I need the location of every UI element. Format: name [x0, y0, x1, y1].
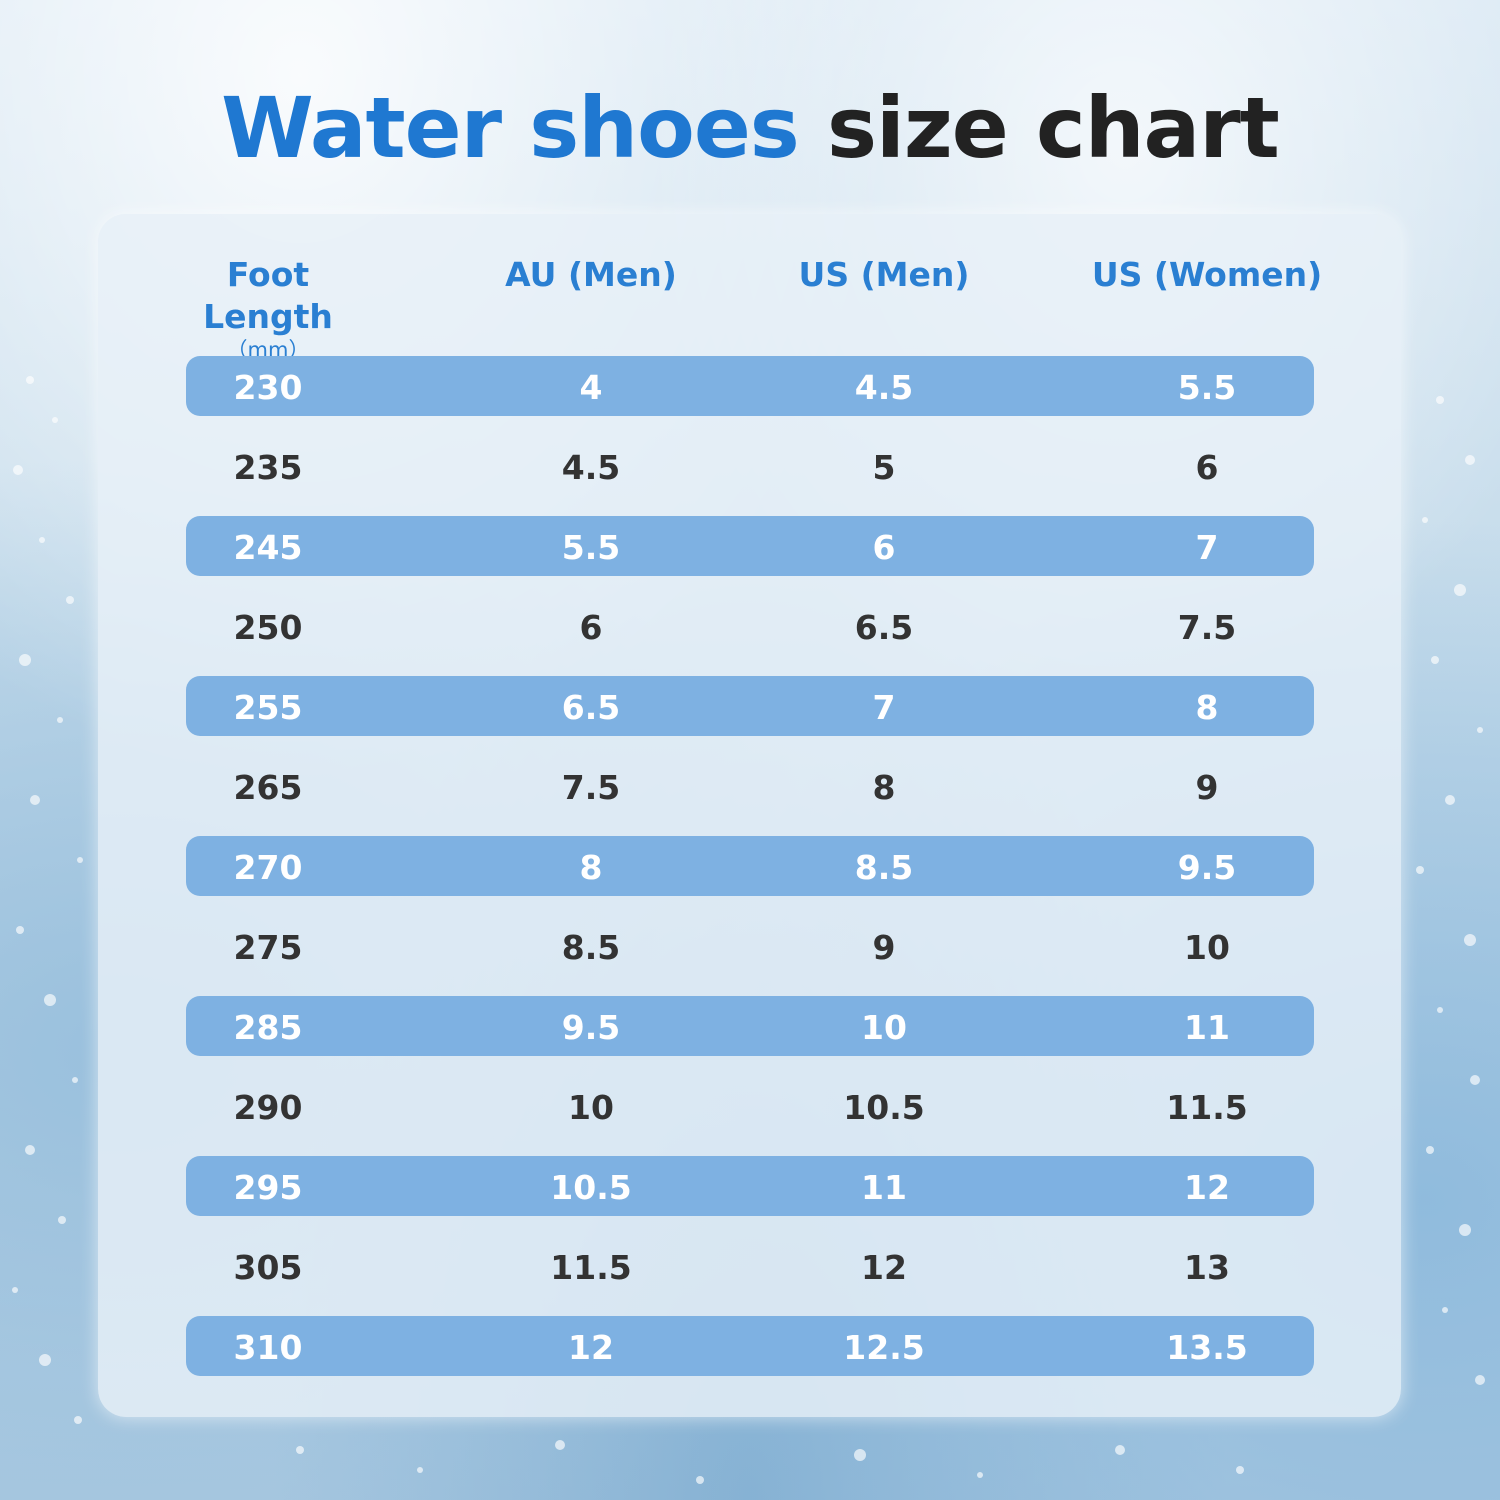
- us-men-cell: 5: [872, 448, 896, 487]
- table-row: 255 6.5 7 8: [186, 676, 1314, 736]
- us-women-cell: 7: [1195, 528, 1219, 567]
- table-row: 290 10 10.5 11.5: [186, 1076, 1314, 1136]
- au-men-cell: 4.5: [561, 448, 621, 487]
- au-men-cell: 4: [579, 368, 603, 407]
- us-men-cell: 12.5: [843, 1328, 925, 1367]
- table-row: 265 7.5 8 9: [186, 756, 1314, 816]
- foot-length-cell: 295: [233, 1168, 303, 1207]
- us-women-cell: 6: [1195, 448, 1219, 487]
- foot-length-cell: 230: [233, 368, 303, 407]
- au-men-cell: 12: [568, 1328, 614, 1367]
- size-table-body: 230 4 4.5 5.5 235 4.5 5 6 245 5.5 6 7 250 6 6.5 7.5 255 6…: [186, 356, 1314, 1396]
- foot-length-cell: 310: [233, 1328, 303, 1367]
- au-men-cell: 10: [568, 1088, 614, 1127]
- au-men-cell: 9.5: [561, 1008, 621, 1047]
- foot-length-cell: 250: [233, 608, 303, 647]
- table-row: 285 9.5 10 11: [186, 996, 1314, 1056]
- foot-length-cell: 235: [233, 448, 303, 487]
- foot-length-cell: 245: [233, 528, 303, 567]
- header-us-men: US (Men): [798, 255, 970, 294]
- header-au-men: AU (Men): [505, 255, 677, 294]
- header-us-women: US (Women): [1091, 255, 1323, 294]
- au-men-cell: 8.5: [561, 928, 621, 967]
- us-women-cell: 11.5: [1166, 1088, 1248, 1127]
- foot-length-cell: 265: [233, 768, 303, 807]
- us-women-cell: 5.5: [1177, 368, 1237, 407]
- table-row: 305 11.5 12 13: [186, 1236, 1314, 1296]
- header-foot-length-label: Foot Length: [203, 255, 333, 336]
- au-men-cell: 10.5: [550, 1168, 632, 1207]
- table-row: 245 5.5 6 7: [186, 516, 1314, 576]
- us-men-cell: 10.5: [843, 1088, 925, 1127]
- au-men-cell: 6: [579, 608, 603, 647]
- foot-length-cell: 305: [233, 1248, 303, 1287]
- table-row: 310 12 12.5 13.5: [186, 1316, 1314, 1376]
- table-row: 275 8.5 9 10: [186, 916, 1314, 976]
- us-men-cell: 6: [872, 528, 896, 567]
- au-men-cell: 6.5: [561, 688, 621, 727]
- au-men-cell: 11.5: [550, 1248, 632, 1287]
- us-women-cell: 8: [1195, 688, 1219, 727]
- foot-length-cell: 275: [233, 928, 303, 967]
- us-women-cell: 13: [1184, 1248, 1230, 1287]
- us-women-cell: 7.5: [1177, 608, 1237, 647]
- foot-length-cell: 290: [233, 1088, 303, 1127]
- us-men-cell: 9: [872, 928, 896, 967]
- table-row: 230 4 4.5 5.5: [186, 356, 1314, 416]
- us-men-cell: 12: [861, 1248, 907, 1287]
- au-men-cell: 7.5: [561, 768, 621, 807]
- table-header: Foot Length （mm） AU (Men) US (Men) US (W…: [98, 254, 1401, 362]
- us-women-cell: 12: [1184, 1168, 1230, 1207]
- us-men-cell: 4.5: [854, 368, 914, 407]
- table-row: 235 4.5 5 6: [186, 436, 1314, 496]
- us-women-cell: 10: [1184, 928, 1230, 967]
- us-men-cell: 10: [861, 1008, 907, 1047]
- us-men-cell: 7: [872, 688, 896, 727]
- au-men-cell: 5.5: [561, 528, 621, 567]
- us-women-cell: 9: [1195, 768, 1219, 807]
- foot-length-cell: 285: [233, 1008, 303, 1047]
- us-men-cell: 8.5: [854, 848, 914, 887]
- size-chart-card: Foot Length （mm） AU (Men) US (Men) US (W…: [98, 214, 1401, 1417]
- foot-length-cell: 255: [233, 688, 303, 727]
- foot-length-cell: 270: [233, 848, 303, 887]
- title-highlight: Water shoes: [221, 79, 800, 177]
- us-men-cell: 11: [861, 1168, 907, 1207]
- title-rest: size chart: [827, 79, 1280, 177]
- au-men-cell: 8: [579, 848, 603, 887]
- us-men-cell: 6.5: [854, 608, 914, 647]
- us-women-cell: 13.5: [1166, 1328, 1248, 1367]
- table-row: 295 10.5 11 12: [186, 1156, 1314, 1216]
- table-row: 250 6 6.5 7.5: [186, 596, 1314, 656]
- table-row: 270 8 8.5 9.5: [186, 836, 1314, 896]
- us-women-cell: 9.5: [1177, 848, 1237, 887]
- header-foot-length: Foot Length （mm）: [158, 254, 378, 362]
- us-men-cell: 8: [872, 768, 896, 807]
- us-women-cell: 11: [1184, 1008, 1230, 1047]
- page-title: Water shoes size chart: [0, 78, 1500, 178]
